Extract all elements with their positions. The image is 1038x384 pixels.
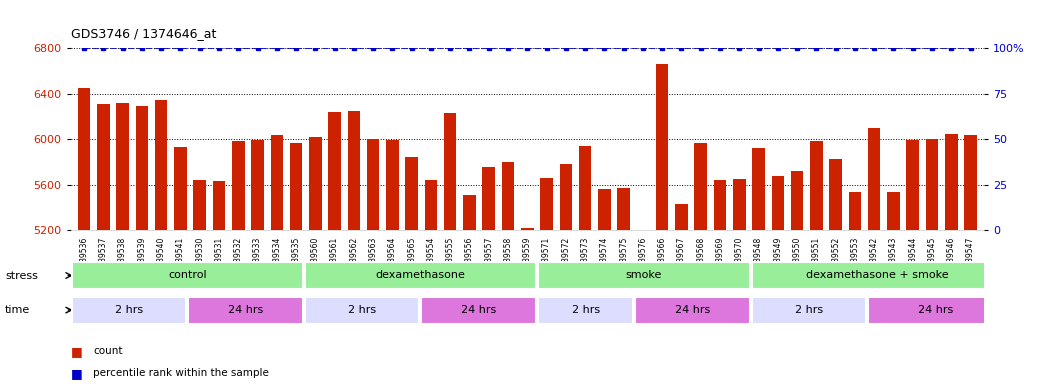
Bar: [906, 140, 919, 230]
FancyBboxPatch shape: [752, 296, 867, 324]
Text: smoke: smoke: [626, 270, 662, 280]
Bar: [251, 140, 264, 230]
Bar: [964, 135, 977, 230]
Text: dexamethasone: dexamethasone: [376, 270, 465, 280]
Bar: [193, 180, 206, 230]
Bar: [231, 141, 245, 230]
Bar: [559, 164, 572, 230]
Bar: [309, 137, 322, 230]
Bar: [887, 192, 900, 230]
Text: stress: stress: [5, 270, 38, 281]
Bar: [463, 195, 475, 230]
Text: 2 hrs: 2 hrs: [348, 305, 376, 314]
Text: 2 hrs: 2 hrs: [115, 305, 143, 314]
Text: ■: ■: [71, 367, 82, 380]
Bar: [483, 167, 495, 230]
Bar: [78, 88, 90, 230]
Text: count: count: [93, 346, 122, 356]
Bar: [656, 64, 668, 230]
Bar: [116, 103, 129, 230]
FancyBboxPatch shape: [538, 262, 749, 289]
Bar: [328, 112, 340, 230]
Text: 24 hrs: 24 hrs: [461, 305, 496, 314]
FancyBboxPatch shape: [305, 262, 536, 289]
Text: 24 hrs: 24 hrs: [228, 305, 263, 314]
Bar: [521, 228, 534, 230]
Bar: [348, 111, 360, 230]
Text: dexamethasone + smoke: dexamethasone + smoke: [805, 270, 949, 280]
Bar: [771, 176, 784, 230]
Text: control: control: [168, 270, 207, 280]
Bar: [425, 180, 437, 230]
Text: GDS3746 / 1374646_at: GDS3746 / 1374646_at: [71, 27, 216, 40]
Bar: [541, 178, 553, 230]
Bar: [868, 128, 880, 230]
Bar: [406, 157, 418, 230]
Bar: [849, 192, 862, 230]
Bar: [271, 135, 283, 230]
Bar: [810, 141, 823, 230]
Bar: [155, 101, 167, 230]
Text: 2 hrs: 2 hrs: [572, 305, 600, 314]
Bar: [733, 179, 745, 230]
Bar: [366, 139, 380, 230]
Bar: [174, 147, 187, 230]
Text: time: time: [5, 305, 30, 315]
Bar: [714, 180, 727, 230]
Bar: [829, 159, 842, 230]
Text: percentile rank within the sample: percentile rank within the sample: [93, 368, 269, 378]
Text: 24 hrs: 24 hrs: [675, 305, 710, 314]
Bar: [791, 171, 803, 230]
FancyBboxPatch shape: [869, 296, 1003, 324]
FancyBboxPatch shape: [421, 296, 536, 324]
Bar: [444, 113, 457, 230]
FancyBboxPatch shape: [752, 262, 1003, 289]
Bar: [618, 188, 630, 230]
FancyBboxPatch shape: [538, 296, 633, 324]
Text: ■: ■: [71, 345, 82, 358]
Bar: [753, 148, 765, 230]
FancyBboxPatch shape: [72, 296, 186, 324]
Text: 2 hrs: 2 hrs: [795, 305, 823, 314]
Bar: [501, 162, 514, 230]
Text: 24 hrs: 24 hrs: [918, 305, 953, 314]
Bar: [579, 146, 592, 230]
Bar: [290, 142, 302, 230]
Bar: [598, 189, 610, 230]
Bar: [213, 181, 225, 230]
FancyBboxPatch shape: [188, 296, 303, 324]
Bar: [945, 134, 957, 230]
FancyBboxPatch shape: [635, 296, 749, 324]
Bar: [694, 142, 707, 230]
Bar: [675, 204, 688, 230]
Bar: [136, 106, 148, 230]
FancyBboxPatch shape: [305, 296, 419, 324]
FancyBboxPatch shape: [72, 262, 303, 289]
Bar: [98, 104, 110, 230]
Bar: [926, 139, 938, 230]
Bar: [386, 140, 399, 230]
